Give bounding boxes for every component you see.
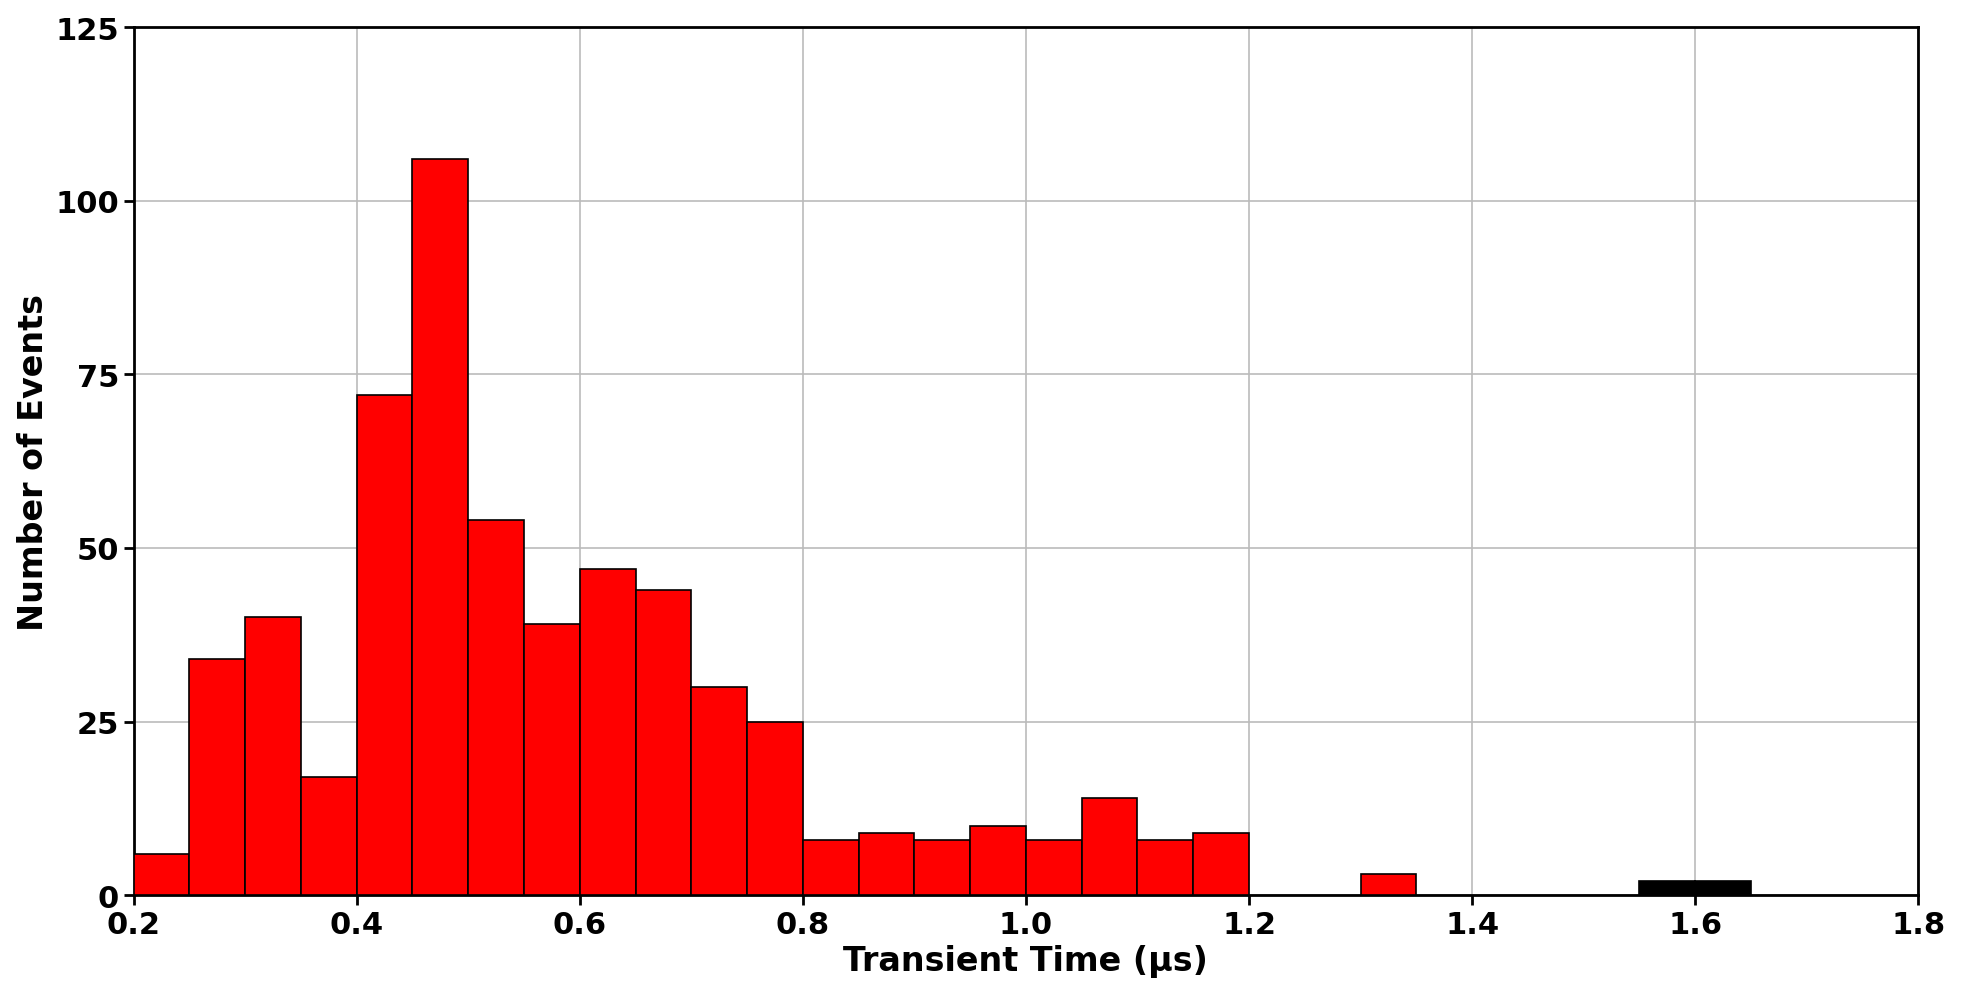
Bar — [1695, 882, 1750, 896]
Bar — [524, 625, 579, 896]
Bar — [579, 570, 636, 896]
Bar — [748, 722, 802, 896]
Bar — [914, 840, 969, 896]
Bar — [1081, 798, 1138, 896]
X-axis label: Transient Time (μs): Transient Time (μs) — [844, 944, 1209, 977]
Bar — [969, 826, 1026, 896]
Bar — [1138, 840, 1193, 896]
Bar — [691, 687, 748, 896]
Bar — [469, 521, 524, 896]
Bar — [802, 840, 859, 896]
Bar — [133, 854, 188, 896]
Bar — [300, 777, 357, 896]
Bar — [1193, 833, 1250, 896]
Bar — [357, 396, 412, 896]
Bar — [1026, 840, 1081, 896]
Bar — [245, 618, 300, 896]
Bar — [1360, 875, 1417, 896]
Bar — [412, 160, 469, 896]
Y-axis label: Number of Events: Number of Events — [16, 293, 49, 630]
Bar — [188, 659, 245, 896]
Bar — [1640, 882, 1695, 896]
Bar — [636, 590, 691, 896]
Bar — [859, 833, 914, 896]
